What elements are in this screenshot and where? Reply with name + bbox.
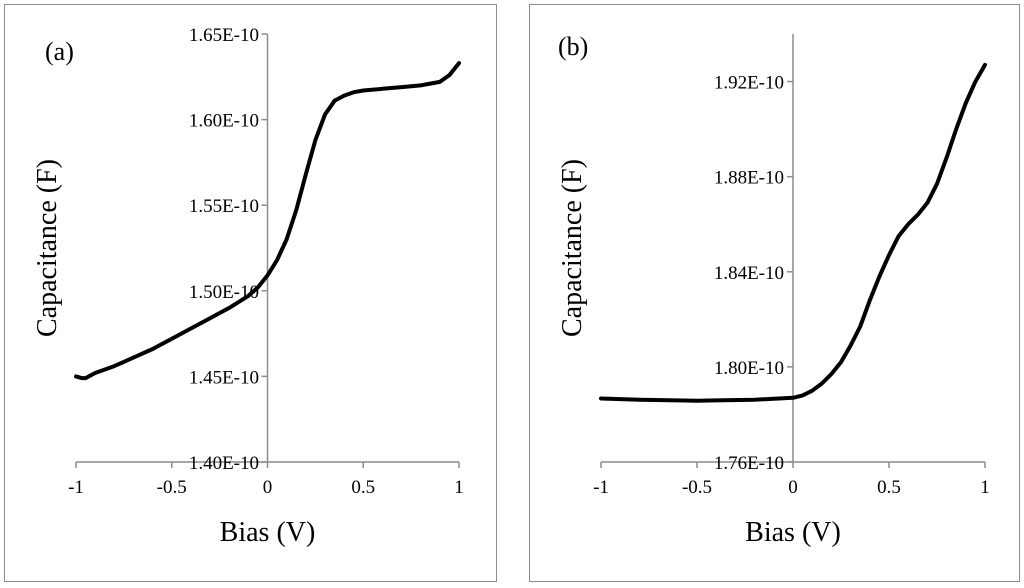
b-x-tick-label: 0.5 <box>877 477 901 498</box>
a-series-line <box>74 61 461 381</box>
b-y-axis-title: Capacitance (F) <box>557 159 588 337</box>
chart-panel-a: -1 -0.5 0 0.5 1 1.40E-10 1.45E-10 1.50E-10 1.55E… <box>4 4 497 582</box>
a-y-tick-label: 1.45E-10 <box>189 367 259 388</box>
b-x-tick-label: 0 <box>788 477 798 498</box>
a-y-tick-label: 1.60E-10 <box>189 111 259 132</box>
b-x-tick-label: -1 <box>593 477 609 498</box>
chart-panel-b: -1 -0.5 0 0.5 1 1.76E-10 1.80E-10 1.84E-10 1.88E… <box>529 4 1020 582</box>
a-x-tick-label: 0.5 <box>351 477 375 498</box>
b-x-axis-title: Bias (V) <box>745 517 841 548</box>
a-x-tick-label: 0 <box>263 477 273 498</box>
a-y-tick-label: 1.55E-10 <box>189 196 259 217</box>
a-x-tick-label: 1 <box>454 477 464 498</box>
a-y-axis-title: Capacitance (F) <box>32 159 63 337</box>
a-panel-label: (a) <box>45 37 74 66</box>
a-y-tick-label: 1.65E-10 <box>189 25 259 46</box>
b-y-tick-label: 1.88E-10 <box>714 168 784 189</box>
b-y-tick-label: 1.80E-10 <box>714 358 784 379</box>
b-series-line <box>599 62 987 403</box>
a-x-tick-label: -1 <box>68 477 84 498</box>
a-x-axis-title: Bias (V) <box>220 517 316 548</box>
a-y-tick-label: 1.50E-10 <box>189 282 259 303</box>
b-y-tick-label: 1.84E-10 <box>714 263 784 284</box>
b-y-tick-label: 1.76E-10 <box>714 453 784 474</box>
b-x-tick-label: 1 <box>980 477 990 498</box>
chart-a-svg: -1 -0.5 0 0.5 1 1.40E-10 1.45E-10 1.50E-10 1.55E… <box>32 25 464 548</box>
a-y-tick-label: 1.40E-10 <box>189 453 259 474</box>
b-panel-label: (b) <box>558 32 588 61</box>
b-x-tick-label: -0.5 <box>682 477 712 498</box>
b-y-tick-label: 1.92E-10 <box>714 73 784 94</box>
a-x-tick-label: -0.5 <box>157 477 187 498</box>
chart-b-svg: -1 -0.5 0 0.5 1 1.76E-10 1.80E-10 1.84E-10 1.88E… <box>557 32 990 548</box>
